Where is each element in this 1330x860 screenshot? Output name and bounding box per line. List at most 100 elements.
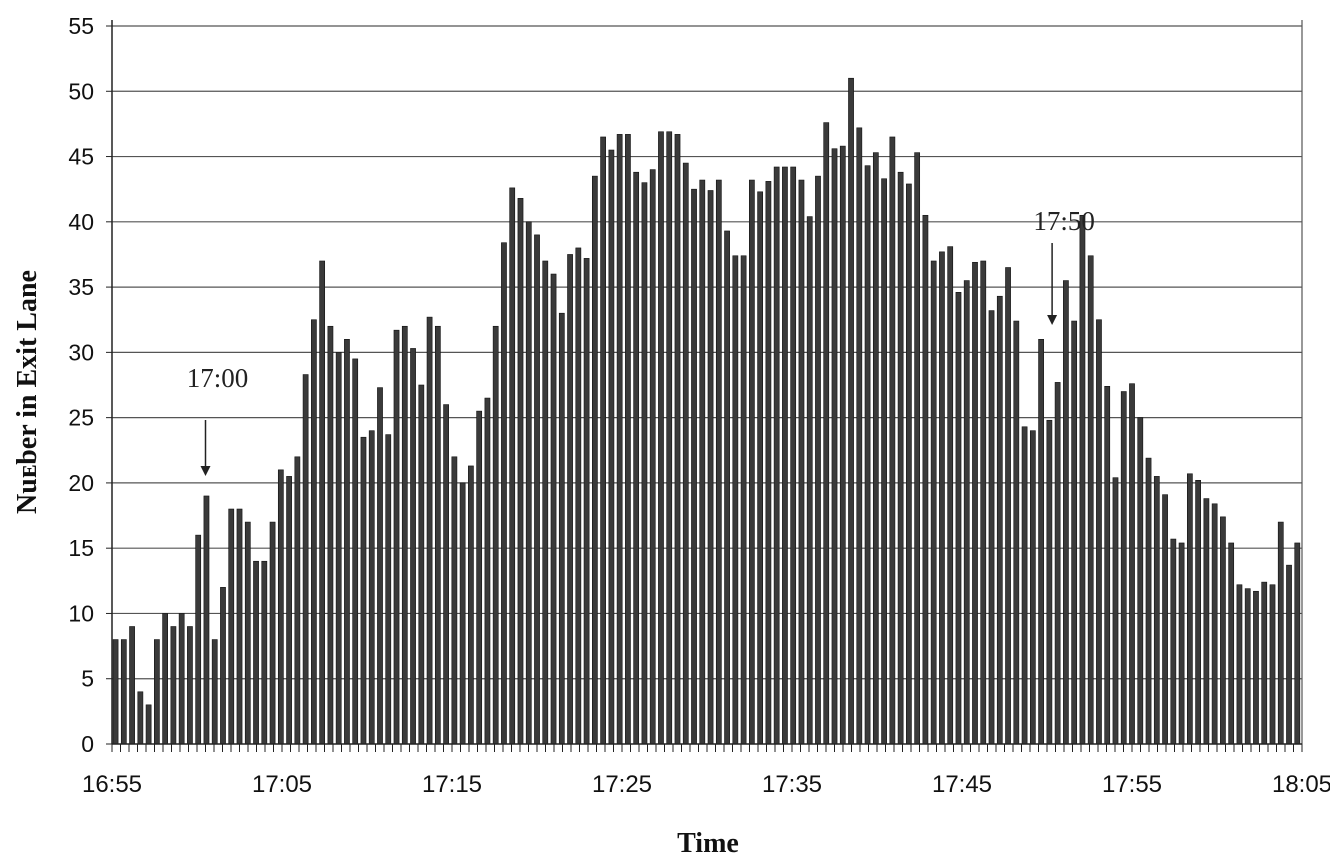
bar [170,626,177,745]
bar [757,191,763,745]
bar [1203,498,1210,745]
bar [1178,542,1185,745]
bar [633,171,640,745]
bar [815,175,821,745]
bar [773,166,780,745]
bar [848,77,854,745]
bar [434,325,441,745]
y-tick-label: 10 [68,600,94,626]
bar [831,148,838,745]
bar [269,521,276,745]
bar [558,312,565,745]
bar [509,187,516,745]
bar [996,295,1003,745]
x-tick-label: 17:15 [422,771,482,798]
bar [476,410,483,745]
bar [740,255,747,745]
bar [1063,280,1069,745]
bar [583,258,590,745]
bar [591,175,598,745]
bar [344,339,350,745]
bar [641,182,648,745]
bar [856,127,863,745]
bar [220,587,226,745]
bar [112,639,119,745]
bar [1228,542,1235,745]
y-tick-label: 30 [68,339,94,365]
bar [625,134,631,745]
bar [203,495,210,745]
bar [823,122,830,745]
bar [418,384,425,745]
bar [1277,521,1284,745]
bar [765,181,772,745]
bar [154,639,160,745]
bar [352,358,359,745]
bar [1013,320,1020,745]
bar [939,251,945,745]
bar [972,261,978,745]
bar [468,465,474,745]
bar [129,626,135,745]
bar [674,134,681,745]
bar [1162,494,1168,745]
bar [1269,584,1276,745]
y-tick-label: 0 [81,731,94,757]
bar [691,188,697,745]
y-tick-labels: 0 5 10 15 20 25 30 35 40 45 50 55 [68,13,94,757]
y-tick-label: 25 [68,405,94,431]
bar [319,260,326,745]
bar [906,183,912,745]
bar [1104,386,1111,745]
bar [550,273,557,745]
bar [1286,564,1292,745]
annotation-arrow-head [200,466,211,476]
annotations: 17:00 17:50 [187,206,1095,476]
y-tick-label: 35 [68,274,94,300]
bar [120,639,127,745]
bar [162,613,168,745]
bar [244,521,251,745]
bar [385,434,392,745]
x-tick-label: 17:45 [932,771,992,798]
bar [1195,479,1201,745]
bar [501,242,507,745]
bar [1244,588,1251,745]
bar [1236,584,1243,745]
bar [277,469,284,745]
bar [732,255,739,745]
y-tick-label: 20 [68,470,94,496]
bar [311,319,317,745]
bar [806,216,813,745]
bar [335,352,342,745]
x-tick-label: 17:35 [762,771,822,798]
bar [1220,516,1226,745]
bar [1029,430,1036,745]
bar [749,179,755,745]
bar [484,397,491,745]
bar [1112,477,1119,745]
bar [1021,426,1028,745]
bar [294,456,301,745]
y-tick-label: 50 [68,78,94,104]
bar [608,149,615,745]
bar [889,136,896,745]
bar [137,691,144,745]
bar [1137,417,1144,745]
bar [1186,473,1193,745]
bar [1071,320,1078,745]
bar [377,387,383,745]
bar [401,325,408,745]
bar [286,476,292,745]
bar [881,178,887,745]
bar [253,560,259,745]
bar [666,131,673,745]
y-tick-label: 5 [81,666,94,692]
bar [724,230,730,745]
y-tick-label: 55 [68,13,94,39]
bar [534,234,540,745]
bar [790,166,797,745]
x-tick-labels: 16:55 17:05 17:15 17:25 17:35 17:45 17:55 18:05 [82,771,1330,798]
x-tick-label: 17:25 [592,771,652,798]
